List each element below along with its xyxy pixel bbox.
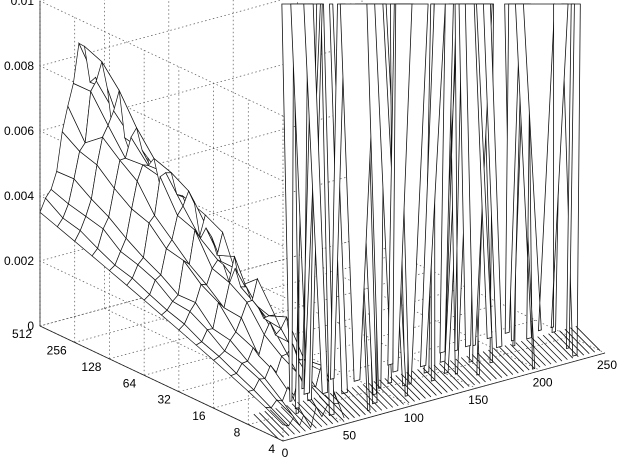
floor-ridge — [417, 369, 443, 395]
floor-ridge — [269, 409, 295, 435]
x-tick-label: 200 — [533, 376, 553, 390]
floor-ridge — [308, 399, 334, 425]
z-tick-label: 0.008 — [4, 59, 34, 73]
axis-layer — [39, 1, 606, 442]
z-tick-label: 0.006 — [4, 124, 34, 138]
x-tick-label: 100 — [404, 411, 424, 425]
y-tick-label: 8 — [234, 426, 241, 440]
floor-ridge — [559, 330, 585, 356]
floor-ridge — [340, 390, 366, 416]
floor-ridge — [335, 391, 361, 417]
y-tick-label: 16 — [192, 409, 206, 423]
floor-ridge — [482, 351, 508, 377]
floor-x-gridline — [233, 272, 477, 389]
floor-ridge — [319, 396, 344, 422]
floor-ridge — [548, 333, 574, 359]
floor-ridge — [362, 384, 388, 410]
y-tick-label: 128 — [81, 360, 101, 374]
floor-ridge — [373, 381, 399, 407]
floor-ridge — [291, 403, 317, 429]
floor-ridge — [324, 394, 350, 420]
floor-ridge — [444, 361, 470, 387]
x-tick-label: 250 — [597, 358, 617, 372]
floor-ridge — [526, 339, 552, 365]
floor-ridge — [433, 364, 459, 390]
z-tick-label: 0.002 — [4, 254, 34, 268]
floor-ridge — [302, 400, 328, 426]
floor-ridge — [400, 373, 426, 399]
x-axis-line — [282, 352, 606, 442]
floor-ridge — [520, 340, 546, 366]
floor-ridge — [357, 385, 383, 411]
floor-ridge — [406, 372, 432, 398]
floor-ridge — [493, 348, 519, 374]
floor-ridge — [368, 382, 394, 408]
z-tick-label: 0 — [27, 319, 34, 333]
floor-ridge — [411, 370, 437, 396]
floor-ridge — [384, 378, 410, 404]
floor-ridge — [510, 343, 535, 369]
y-tick-label: 4 — [268, 442, 275, 456]
y-tick-label: 64 — [123, 376, 137, 390]
y-tick-label: 256 — [47, 343, 67, 357]
surface-spike — [387, 3, 397, 366]
floor-ridge — [575, 325, 601, 351]
surface-spike — [522, 3, 556, 332]
surface-spike — [303, 3, 329, 395]
surface-spike — [550, 3, 569, 329]
floor-ridge — [379, 379, 404, 405]
x-tick-label: 0 — [282, 446, 289, 459]
floor-ridge — [542, 334, 568, 360]
floor-ridge — [455, 358, 481, 384]
floor-ridge — [515, 342, 541, 368]
floor-ridge — [488, 349, 514, 375]
floor-ridge — [286, 404, 312, 431]
floor-ridge — [275, 407, 301, 434]
y-tick-label: 512 — [12, 327, 32, 341]
floor-ridge — [466, 355, 492, 381]
floor-ridge — [346, 388, 372, 414]
label-layer: 0 0.002 0.004 0.006 0.008 0.01 4 8 16 32 64 128 256 5… — [4, 0, 617, 459]
floor-ridge — [389, 376, 415, 402]
y-axis-line — [39, 325, 284, 442]
surface-spike — [473, 3, 493, 340]
floor-ridge — [564, 328, 590, 354]
x-tick-label: 50 — [343, 428, 357, 442]
surface-spike — [464, 3, 493, 347]
z-tick-label: 0.004 — [4, 189, 34, 203]
surface-spike — [483, 3, 503, 349]
floor-ridge — [553, 331, 579, 357]
y-tick-label: 32 — [157, 393, 171, 407]
floor-ridge — [471, 354, 497, 380]
floor-ridge — [259, 412, 284, 438]
surface-spike — [439, 3, 454, 354]
floor-ridge — [531, 337, 557, 363]
floor-ridge — [253, 413, 279, 439]
surface-spike — [320, 3, 335, 417]
floor-ridge — [395, 375, 421, 401]
floor-ridge — [499, 346, 525, 372]
floor-ridge — [297, 401, 323, 428]
surface-spike — [566, 3, 575, 350]
floor-ridge — [313, 397, 339, 423]
surface-spike — [389, 3, 413, 373]
floor-ridge — [264, 410, 290, 436]
z-tick-label: 0.01 — [11, 0, 35, 8]
floor-ridge — [570, 327, 595, 353]
floor-ridge — [280, 406, 306, 432]
floor-ridge — [477, 352, 503, 378]
x-tick-label: 150 — [468, 393, 488, 407]
floor-ridge — [537, 336, 563, 362]
floor-ridge — [422, 367, 448, 393]
floor-ridge — [428, 366, 454, 392]
floor-ridge — [439, 363, 464, 389]
spike-layer — [253, 3, 601, 439]
floor-ridge — [450, 360, 475, 386]
floor-ridge — [351, 387, 377, 413]
floor-ridge — [504, 345, 530, 371]
floor-ridge — [460, 357, 486, 383]
floor-ridge — [329, 393, 355, 419]
